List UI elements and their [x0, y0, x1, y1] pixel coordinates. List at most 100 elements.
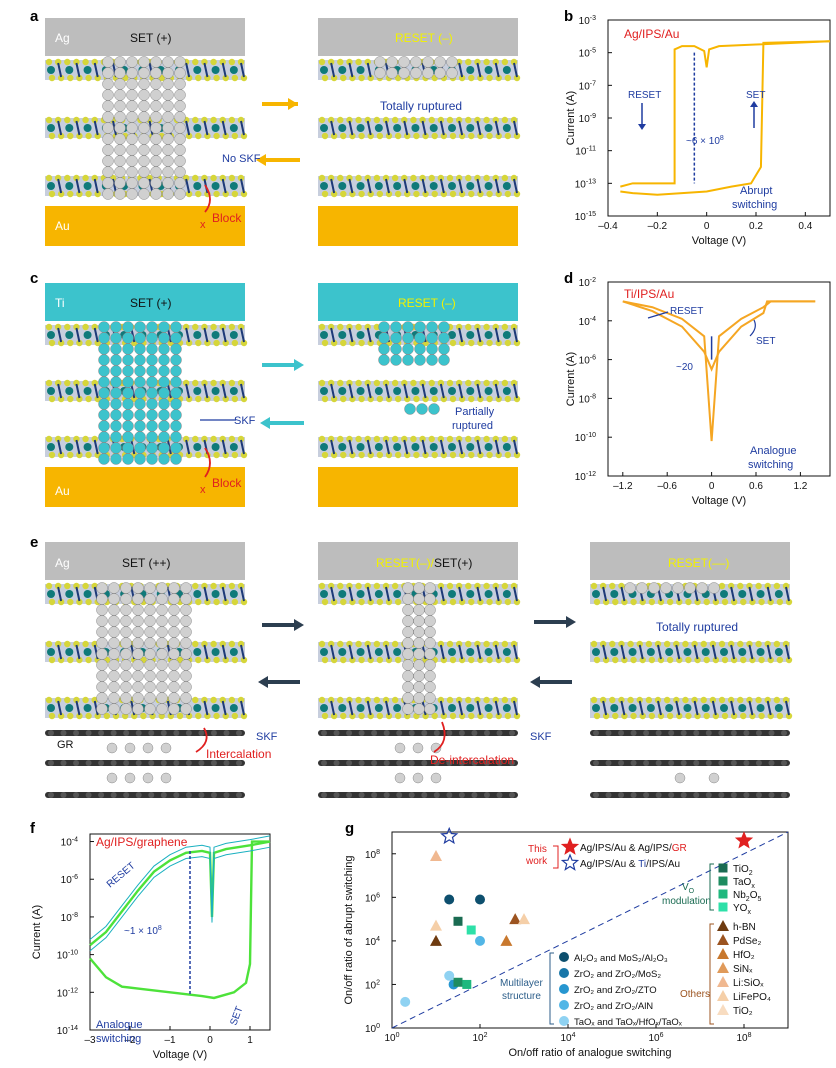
sulfur-atom [458, 74, 466, 82]
sulfur-atom [340, 395, 347, 403]
bottom-electrode-label: Au [55, 219, 70, 233]
filament-atom [170, 442, 182, 454]
chart-f: –3 –2 –1 0 110-1410-1210-1010-810-610-4Volta… [31, 833, 271, 1061]
arrow-head-icon [566, 616, 576, 628]
sulfur-atom [355, 174, 362, 182]
filament-atom [174, 122, 186, 134]
filament-atom [402, 332, 414, 344]
filament-atom [156, 582, 168, 594]
sulfur-atom [382, 435, 390, 443]
carbon-atom [371, 792, 378, 798]
carbon-atom [321, 760, 327, 766]
filament-atom [126, 166, 138, 178]
filament-atom [438, 343, 450, 355]
carbon-atom [743, 760, 750, 766]
metal-atom [374, 124, 383, 132]
sulfur-atom [349, 712, 356, 720]
data-point [400, 996, 411, 1007]
metal-atom [338, 331, 347, 339]
filament-atom [696, 582, 708, 594]
bond-line [330, 327, 336, 343]
au-electrode-left [45, 467, 245, 507]
filament-atom [110, 332, 122, 344]
filament-atom [120, 582, 132, 594]
sulfur-atom [758, 656, 765, 664]
sulfur-atom [673, 640, 680, 648]
sulfur-atom [492, 582, 499, 590]
filament-atom [134, 398, 146, 410]
sulfur-atom [474, 582, 481, 590]
sulfur-atom [321, 656, 329, 664]
sulfur-atom [385, 712, 393, 720]
filament-atom [126, 133, 138, 145]
bond-line [221, 439, 227, 455]
filament-atom [98, 376, 110, 388]
sulfur-atom [185, 74, 193, 82]
carbon-atom [73, 760, 80, 766]
bond-line [57, 439, 63, 455]
sulfur-atom [666, 656, 674, 664]
sulfur-atom [630, 712, 637, 720]
x-mark: x [200, 219, 206, 231]
block-label: Block [212, 476, 242, 490]
bond-line [240, 383, 245, 399]
metal-atom [738, 648, 747, 656]
metal-atom [484, 387, 493, 395]
metal-atom [610, 704, 619, 712]
filament-atom [174, 166, 186, 178]
sulfur-atom [648, 598, 656, 606]
sulfur-atom [437, 696, 445, 704]
sulfur-atom [76, 339, 83, 347]
filament-atom [120, 670, 132, 682]
sulfur-atom [201, 323, 208, 331]
metal-atom [665, 648, 674, 656]
filament-atom [156, 703, 168, 715]
sulfur-atom [346, 435, 353, 443]
bond-line [494, 327, 500, 343]
bond-line [348, 383, 354, 399]
metal-atom [338, 66, 347, 74]
metal-atom [211, 387, 220, 395]
bond-line [75, 178, 81, 194]
sulfur-atom [627, 640, 634, 648]
filament-atom [122, 387, 134, 399]
sulfur-atom [599, 582, 607, 590]
metal-atom [683, 648, 692, 656]
filament-atom [134, 431, 146, 443]
filament-atom [162, 166, 174, 178]
metal-atom [502, 648, 511, 656]
filament-atom [122, 354, 134, 366]
filament-atom [158, 365, 170, 377]
metal-atom [83, 590, 92, 598]
metal-atom [466, 182, 475, 190]
sulfur-atom [204, 395, 211, 403]
metal-atom [484, 182, 493, 190]
sulfur-atom [376, 132, 384, 140]
filament-atom [120, 659, 132, 671]
sulfur-atom [192, 640, 199, 648]
filament-atom [402, 703, 414, 715]
sulfur-atom [776, 656, 784, 664]
bond-line [439, 700, 445, 716]
sulfur-atom [64, 323, 71, 331]
sulfur-atom [364, 323, 371, 331]
sulfur-atom [785, 656, 793, 664]
filament-atom [138, 166, 150, 178]
filament-atom [424, 582, 436, 594]
others-label: Others [680, 989, 710, 1000]
sulfur-atom [618, 696, 625, 704]
bond-line [348, 439, 354, 455]
sulfur-atom [330, 598, 338, 606]
sulfur-atom [185, 132, 193, 140]
filament-atom [122, 376, 134, 388]
sulfur-atom [73, 174, 80, 182]
bond-line [657, 700, 662, 716]
bond-line [203, 586, 209, 602]
carbon-atom [755, 730, 762, 736]
sulfur-atom [737, 696, 744, 704]
carbon-atom [346, 730, 353, 736]
filament-atom [158, 453, 170, 465]
intercalated-atom [124, 742, 136, 754]
metal-atom [356, 387, 365, 395]
sulfur-atom [663, 640, 671, 648]
